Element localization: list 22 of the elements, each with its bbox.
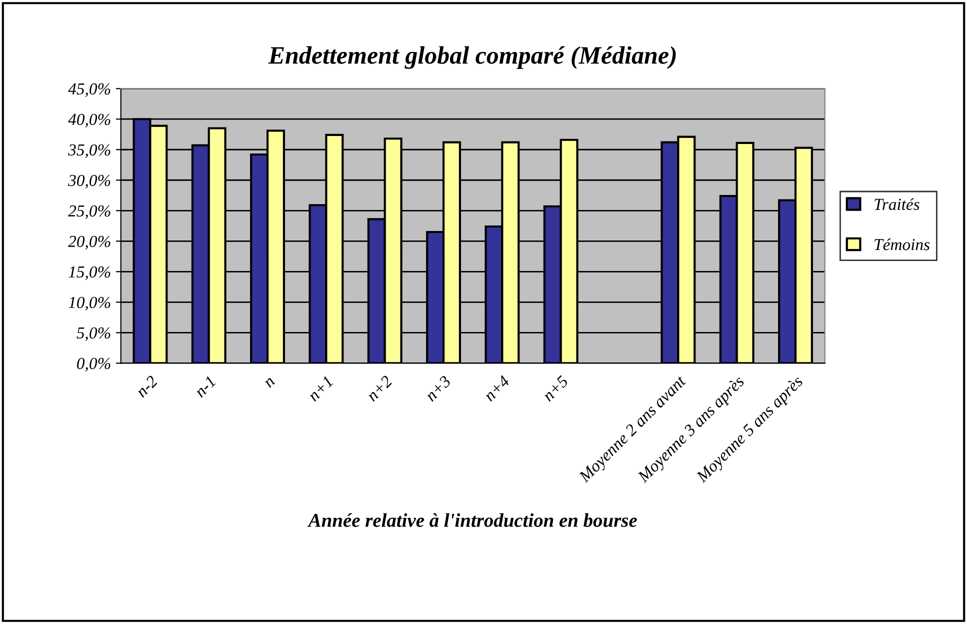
chart-title: Endettement global comparé (Médiane) [268,46,676,69]
x-tick-label: n [264,377,276,388]
y-tick-label: 45,0% [68,83,110,97]
x-tick-label: n+1 [307,376,334,402]
y-tick-label: 20,0% [68,236,110,250]
x-tick-label: n-2 [135,374,158,398]
x-axis-title: Année relative à l'introduction en bourse [307,513,637,527]
x-tick-label: n+5 [542,375,569,402]
x-tick-label: n-1 [194,376,216,398]
y-tick-label: 15,0% [68,266,110,280]
x-tick-label: n+4 [483,374,510,402]
y-tick-label: 5,0% [76,327,110,342]
legend-label: Traités [874,198,920,210]
y-tick-label: 25,0% [68,205,110,219]
y-tick-label: 40,0% [68,114,110,128]
y-tick-label: 0,0% [77,358,110,372]
x-tick-label: n+2 [366,374,393,402]
y-tick-label: 30,0% [68,174,110,188]
x-tick-label: n+3 [424,375,452,402]
y-tick-label: 10,0% [68,296,110,310]
y-tick-label: 35,0% [68,144,110,158]
legend-label: Témoins [874,238,930,250]
